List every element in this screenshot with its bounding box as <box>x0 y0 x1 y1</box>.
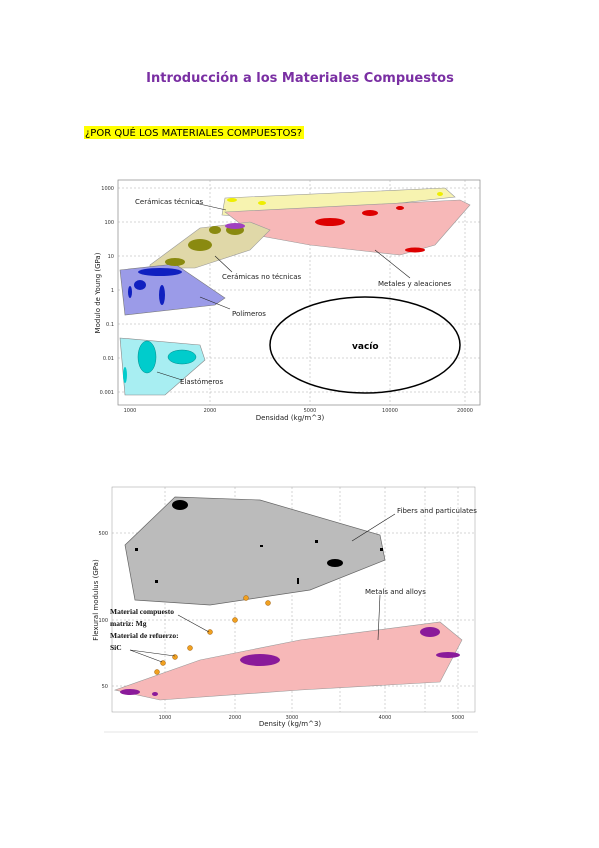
x-tick: 10000 <box>382 408 398 414</box>
y-tick: 1 <box>111 288 114 294</box>
arrows <box>129 513 396 663</box>
x-tick: 2000 <box>204 408 217 414</box>
y-tick: 100 <box>98 618 108 624</box>
y-label: Modulo de Young (GPa) <box>94 252 102 333</box>
region-label: Fibers and particulates <box>397 507 477 515</box>
y-tick: 0.001 <box>100 390 114 396</box>
y-tick: 10 <box>108 254 114 260</box>
x-label: Density (kg/m^3) <box>259 720 322 728</box>
annotation: Material de refuerzo: <box>110 631 179 640</box>
annotation: matriz: Mg <box>110 619 147 628</box>
x-tick: 1000 <box>159 715 172 721</box>
y-tick: 500 <box>98 531 108 537</box>
region-label: Metales y aleaciones <box>378 280 452 288</box>
region-label: Metals and alloys <box>365 588 426 596</box>
region-label: Cerámicas no técnicas <box>222 273 301 281</box>
x-tick: 1000 <box>124 408 137 414</box>
y-tick: 1000 <box>101 186 114 192</box>
highlight <box>84 126 304 139</box>
y-label: Flexural modulus (GPa) <box>92 559 100 641</box>
x-tick: 20000 <box>457 408 473 414</box>
points <box>154 595 271 675</box>
y-tick: 100 <box>104 220 114 226</box>
y-tick: 0.1 <box>106 322 114 328</box>
arrows <box>156 202 411 381</box>
blobs <box>135 500 383 584</box>
subtitle: ¿POR QUÉ LOS MATERIALES COMPUESTOS? <box>85 126 302 139</box>
empty-region <box>269 296 461 394</box>
region-label: vacío <box>352 342 379 352</box>
annotation: SiC <box>110 643 122 652</box>
y-tick: 0.01 <box>103 356 114 362</box>
title: Introducción a los Materiales Compuestos <box>146 71 454 86</box>
x-tick: 3000 <box>286 715 299 721</box>
y-tick: 50 <box>102 684 108 690</box>
x-tick: 5000 <box>304 408 317 414</box>
figure-2: Fibers and particulates Metals and alloy… <box>92 486 477 728</box>
annotation: Material compuesto <box>110 607 174 616</box>
region <box>113 621 463 701</box>
region <box>124 496 386 606</box>
blobs <box>120 627 460 696</box>
region <box>119 263 226 316</box>
figure-1: Cerámicas técnicas Cerámicas no técnicas… <box>94 179 481 422</box>
region-label: Cerámicas técnicas <box>135 198 204 206</box>
blobs <box>123 192 443 383</box>
x-tick: 4000 <box>379 715 392 721</box>
x-tick: 5000 <box>452 715 465 721</box>
region-label: Polímeros <box>232 310 266 318</box>
region-label: Elastómeros <box>180 378 223 386</box>
x-tick: 2000 <box>229 715 242 721</box>
x-label: Densidad (kg/m^3) <box>256 414 325 422</box>
